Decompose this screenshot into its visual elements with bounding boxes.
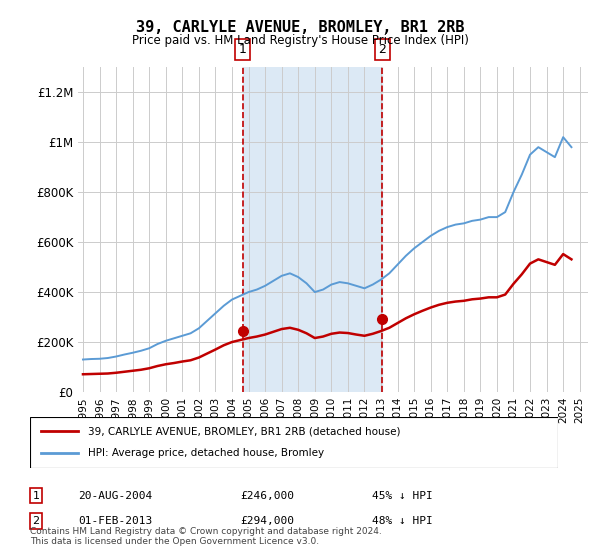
Text: 01-FEB-2013: 01-FEB-2013 — [78, 516, 152, 526]
Text: £294,000: £294,000 — [240, 516, 294, 526]
Text: 45% ↓ HPI: 45% ↓ HPI — [372, 491, 433, 501]
Text: HPI: Average price, detached house, Bromley: HPI: Average price, detached house, Brom… — [88, 449, 324, 459]
Text: 2: 2 — [32, 516, 40, 526]
Text: Price paid vs. HM Land Registry's House Price Index (HPI): Price paid vs. HM Land Registry's House … — [131, 34, 469, 46]
Text: £246,000: £246,000 — [240, 491, 294, 501]
FancyBboxPatch shape — [30, 417, 558, 468]
Text: 20-AUG-2004: 20-AUG-2004 — [78, 491, 152, 501]
Bar — [242, 67, 382, 392]
Text: 48% ↓ HPI: 48% ↓ HPI — [372, 516, 433, 526]
Text: 39, CARLYLE AVENUE, BROMLEY, BR1 2RB: 39, CARLYLE AVENUE, BROMLEY, BR1 2RB — [136, 20, 464, 35]
Text: 39, CARLYLE AVENUE, BROMLEY, BR1 2RB (detached house): 39, CARLYLE AVENUE, BROMLEY, BR1 2RB (de… — [88, 426, 401, 436]
Text: 2: 2 — [379, 43, 386, 56]
Text: 1: 1 — [239, 43, 247, 56]
Text: 1: 1 — [32, 491, 40, 501]
Text: Contains HM Land Registry data © Crown copyright and database right 2024.
This d: Contains HM Land Registry data © Crown c… — [30, 526, 382, 546]
